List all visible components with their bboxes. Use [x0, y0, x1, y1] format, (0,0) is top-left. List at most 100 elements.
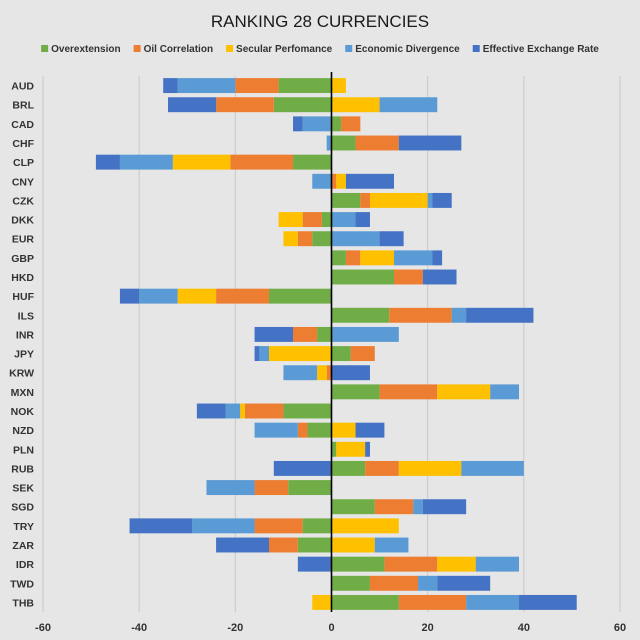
- bar-segment: [168, 97, 217, 113]
- bar-segment: [360, 192, 370, 208]
- category-label: HUF: [12, 291, 34, 303]
- bar-segment: [331, 365, 370, 381]
- category-label: SGD: [11, 502, 34, 514]
- bar-segment: [331, 499, 375, 515]
- legend-swatch: [41, 45, 49, 52]
- bar-segment: [432, 250, 443, 266]
- legend-label: Secular Perfomance: [236, 44, 333, 55]
- x-tick-label: 60: [614, 622, 626, 634]
- bars: [95, 78, 577, 610]
- bar-segment: [336, 441, 366, 457]
- bar-segment: [297, 231, 313, 247]
- bar-segment: [374, 537, 409, 553]
- bar-segment: [268, 537, 298, 553]
- legend-item: Oil Correlation: [133, 44, 213, 55]
- bar-segment: [331, 212, 356, 228]
- bar-segment: [379, 384, 438, 400]
- category-label: PLN: [13, 444, 34, 456]
- bar-segment: [345, 250, 361, 266]
- bar-segment: [268, 346, 332, 362]
- bar-segment: [379, 231, 404, 247]
- bar-segment: [283, 365, 318, 381]
- category-label: THB: [12, 597, 34, 609]
- bar-segment: [312, 594, 332, 610]
- bar-segment: [331, 346, 351, 362]
- bar-segment: [365, 460, 399, 476]
- bar-segment: [398, 594, 467, 610]
- bar-segment: [225, 403, 241, 419]
- bar-segment: [177, 288, 217, 304]
- x-tick-label: 0: [328, 622, 334, 634]
- bar-segment: [331, 250, 346, 266]
- bar-segment: [163, 78, 178, 94]
- bar-segment: [331, 116, 342, 132]
- category-label: HKD: [11, 272, 34, 284]
- bar-segment: [331, 135, 356, 151]
- legend-label: Economic Divergence: [355, 44, 460, 55]
- bar-segment: [432, 192, 452, 208]
- category-label: AUD: [11, 81, 34, 93]
- legend-swatch: [226, 45, 234, 52]
- bar-segment: [230, 154, 294, 170]
- legend-label: Overextension: [51, 44, 120, 55]
- category-label: TWD: [10, 578, 34, 590]
- bar-segment: [369, 575, 419, 591]
- bar-segment: [259, 346, 269, 362]
- bar-segment: [326, 135, 332, 151]
- bar-segment: [278, 78, 332, 94]
- category-label: CLP: [13, 157, 34, 169]
- bar-segment: [331, 537, 375, 553]
- bar-segment: [437, 575, 491, 591]
- bar-segment: [307, 422, 332, 438]
- chart-title: RANKING 28 CURRENCIES: [211, 12, 429, 31]
- bar-segment: [475, 556, 520, 572]
- bar-segment: [293, 326, 318, 342]
- bar-segment: [341, 116, 361, 132]
- bar-segment: [336, 173, 346, 189]
- category-label: DKK: [11, 215, 34, 227]
- bar-segment: [331, 575, 370, 591]
- bar-segment: [394, 250, 433, 266]
- bar-segment: [317, 326, 332, 342]
- bar-segment: [326, 365, 332, 381]
- bar-segment: [321, 212, 332, 228]
- bar-segment: [331, 269, 395, 285]
- bar-segment: [317, 365, 327, 381]
- bar-segment: [331, 518, 399, 534]
- bar-segment: [139, 288, 178, 304]
- bar-segment: [331, 97, 380, 113]
- legend-swatch: [472, 45, 480, 52]
- bar-segment: [172, 154, 231, 170]
- x-tick-label: 20: [422, 622, 434, 634]
- bar-segment: [331, 422, 356, 438]
- bar-segment: [427, 192, 433, 208]
- bar-segment: [331, 441, 337, 457]
- category-label: MXN: [11, 387, 34, 399]
- bar-segment: [95, 154, 120, 170]
- bar-segment: [273, 97, 332, 113]
- bar-segment: [254, 480, 289, 496]
- bar-segment: [273, 460, 332, 476]
- bar-segment: [466, 594, 520, 610]
- bar-segment: [254, 346, 260, 362]
- bar-segment: [350, 346, 375, 362]
- bar-segment: [331, 78, 346, 94]
- category-label: ZAR: [12, 540, 34, 552]
- legend-item: Overextension: [41, 44, 121, 55]
- category-label: NOK: [11, 406, 35, 418]
- bar-segment: [240, 403, 245, 419]
- bar-segment: [312, 231, 332, 247]
- category-label: BRL: [12, 100, 34, 112]
- bar-segment: [216, 288, 269, 304]
- bar-segment: [331, 460, 366, 476]
- bar-segment: [119, 288, 140, 304]
- bar-segment: [235, 78, 279, 94]
- bar-segment: [331, 594, 399, 610]
- bar-segment: [297, 537, 332, 553]
- category-label: CNY: [12, 176, 34, 188]
- legend-swatch: [345, 45, 353, 52]
- bar-segment: [268, 288, 332, 304]
- bar-segment: [451, 307, 467, 323]
- x-tick-label: -20: [227, 622, 243, 634]
